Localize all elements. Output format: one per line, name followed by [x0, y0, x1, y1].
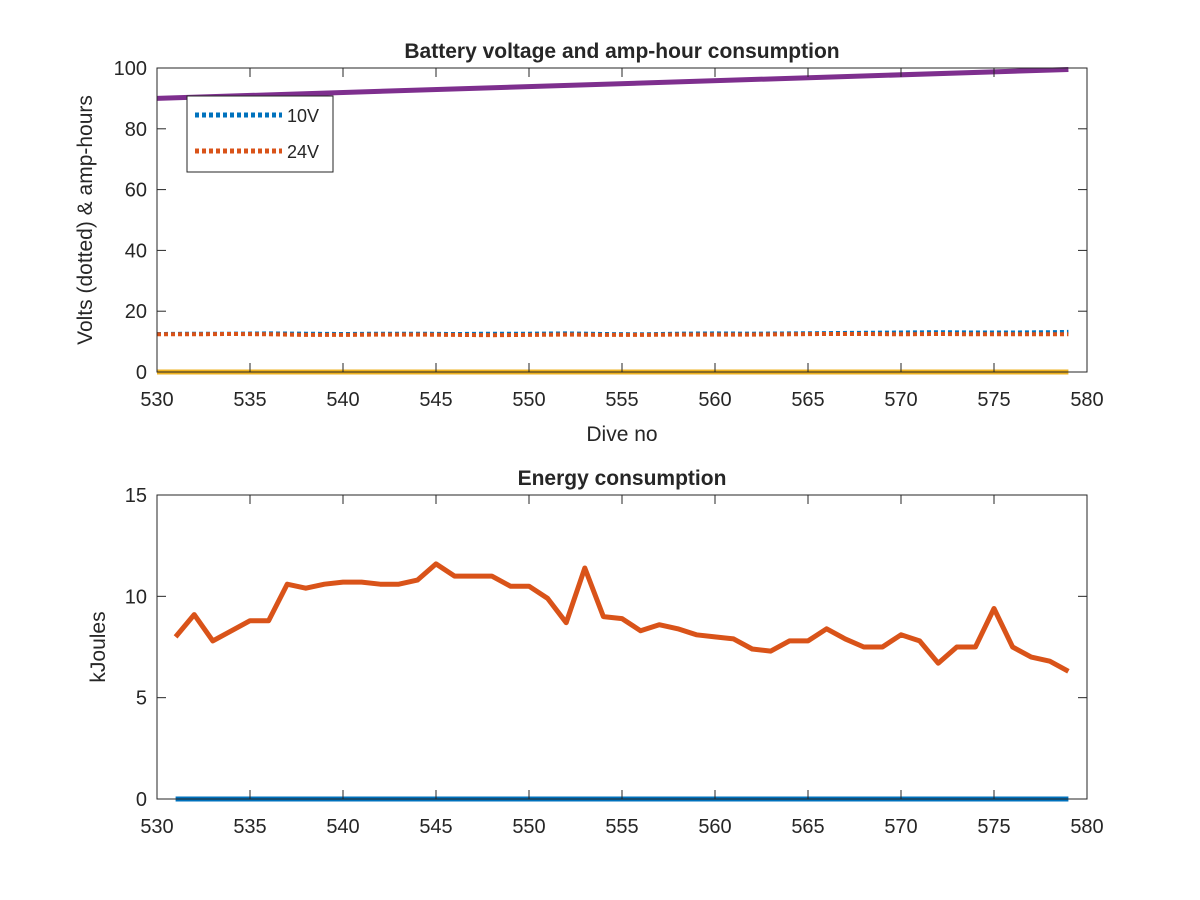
voltage-amphour-plot: Battery voltage and amp-hour consumption…	[74, 40, 1104, 446]
x-tick-label: 565	[791, 816, 824, 838]
x-axis-label: Dive no	[586, 423, 657, 446]
x-tick-label: 580	[1070, 389, 1103, 411]
chart-title: Energy consumption	[518, 467, 727, 490]
x-tick-label: 530	[140, 816, 173, 838]
x-tick-label: 575	[977, 816, 1010, 838]
axes-frame	[156, 494, 1088, 800]
x-tick-label: 560	[698, 389, 731, 411]
x-tick-label: 535	[233, 816, 266, 838]
series-line-line-3	[156, 67, 1069, 101]
energy-plot: Energy consumption 530 535 540 545 550 555 560…	[87, 467, 1104, 838]
y-axis-label: Volts (dotted) & amp-hours	[74, 95, 97, 345]
y-tick-label: 0	[136, 789, 147, 811]
x-tick-label: 545	[419, 816, 452, 838]
x-tick-label: 535	[233, 389, 266, 411]
x-tick-label: 545	[419, 389, 452, 411]
x-tick-label: 555	[605, 389, 638, 411]
y-tick-label: 100	[114, 58, 147, 80]
y-tick-label: 15	[125, 485, 147, 507]
tick-group: 530 535 540 545 550 555 560 565 570 575 580 0 20 40 60…	[114, 58, 1104, 411]
x-tick-label: 580	[1070, 816, 1103, 838]
x-tick-label: 565	[791, 389, 824, 411]
x-tick-label: 530	[140, 389, 173, 411]
x-tick-label: 570	[884, 816, 917, 838]
chart-title: Battery voltage and amp-hour consumption	[404, 40, 839, 63]
x-tick-label: 555	[605, 816, 638, 838]
legend-label: 24V	[287, 142, 319, 162]
legend: 10V 24V	[186, 95, 334, 173]
tick-group: 530 535 540 545 550 555 560 565 570 575 580 0 5 10 15	[125, 485, 1104, 838]
series-line-24v	[157, 332, 1069, 338]
legend-box	[186, 95, 334, 173]
series-group	[173, 561, 1070, 802]
x-tick-label: 550	[512, 389, 545, 411]
y-tick-label: 60	[125, 180, 147, 202]
series-line-line-0	[173, 561, 1070, 674]
y-tick-label: 0	[136, 362, 147, 384]
legend-label: 10V	[287, 106, 319, 126]
y-axis-label: kJoules	[87, 611, 110, 682]
y-tick-label: 10	[125, 586, 147, 608]
x-tick-label: 575	[977, 389, 1010, 411]
y-tick-label: 5	[136, 688, 147, 710]
x-tick-label: 540	[326, 816, 359, 838]
y-tick-label: 80	[125, 119, 147, 141]
x-tick-label: 560	[698, 816, 731, 838]
x-tick-label: 570	[884, 389, 917, 411]
x-tick-label: 540	[326, 389, 359, 411]
x-tick-label: 550	[512, 816, 545, 838]
y-tick-label: 40	[125, 240, 147, 262]
y-tick-label: 20	[125, 301, 147, 323]
